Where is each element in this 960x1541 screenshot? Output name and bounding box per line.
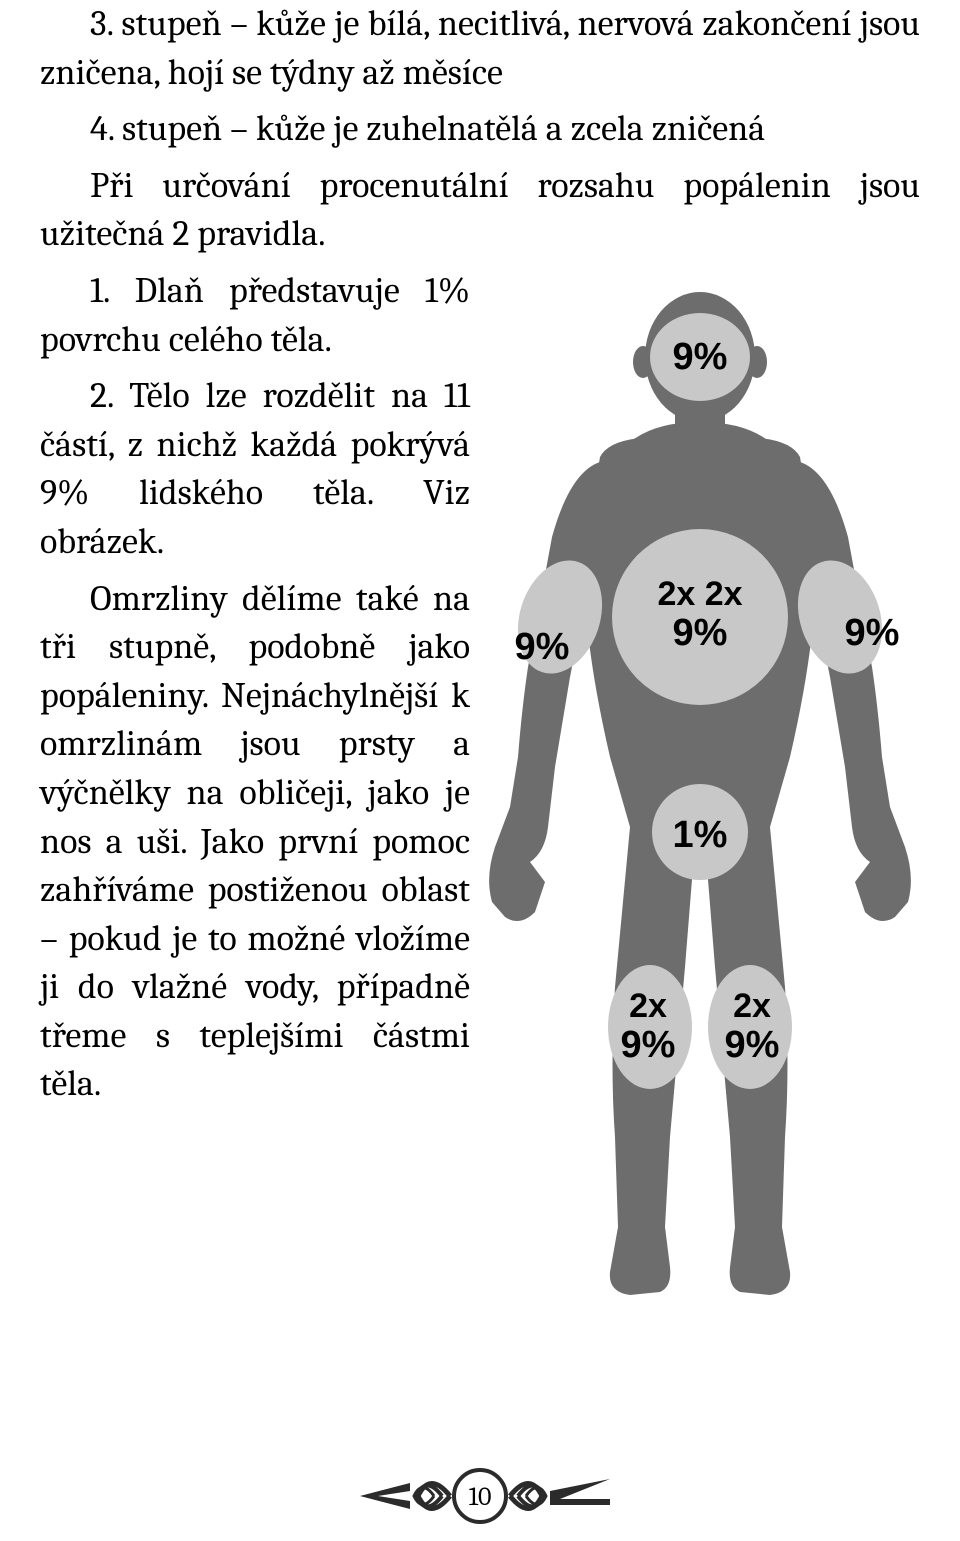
svg-text:2x: 2x: [629, 987, 667, 1025]
svg-text:9%: 9%: [673, 612, 728, 654]
paragraph-degree-4: 4. stupeň – kůže je zuhelnatělá a zcela …: [40, 105, 920, 154]
page-number: 10: [469, 1482, 492, 1512]
paragraph-rule-2: 2. Tělo lze rozdělit na 11 částí, z nich…: [40, 372, 470, 566]
svg-text:1%: 1%: [673, 814, 728, 856]
svg-text:9%: 9%: [621, 1024, 676, 1066]
paragraph-rule-1: 1. Dlaň představuje 1% povrchu celého tě…: [40, 267, 470, 364]
svg-text:2x 2x: 2x 2x: [657, 575, 742, 613]
page-footer-ornament: 10: [0, 1461, 960, 1531]
svg-text:9%: 9%: [845, 612, 900, 654]
svg-text:9%: 9%: [673, 336, 728, 378]
svg-text:9%: 9%: [515, 626, 570, 668]
paragraph-rules-intro: Při určování procenutální rozsahu popále…: [40, 162, 920, 259]
svg-text:9%: 9%: [725, 1024, 780, 1066]
paragraph-degree-3: 3. stupeň – kůže je bílá, necitlivá, ner…: [40, 0, 920, 97]
paragraph-frostbite: Omrzliny dělíme také na tři stupně, podo…: [40, 575, 470, 1110]
svg-text:2x: 2x: [733, 987, 771, 1025]
body-diagram: 9% 2x 2x 9% 9% 9% 1% 2x 9% 2x 9%: [480, 287, 920, 1307]
left-text-column: 1. Dlaň představuje 1% povrchu celého tě…: [40, 267, 470, 1307]
